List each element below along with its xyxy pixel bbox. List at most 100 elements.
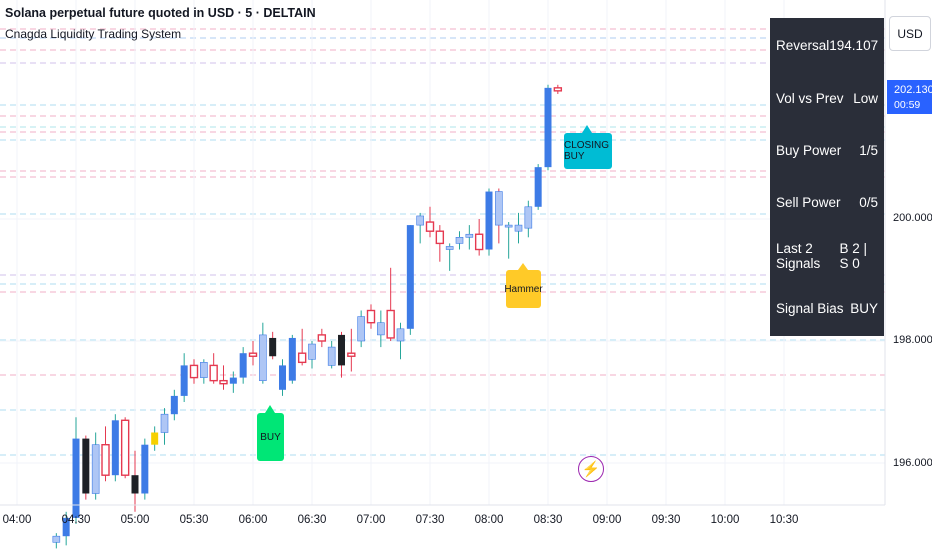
- time-tick-label: 06:00: [238, 514, 268, 526]
- candle: [229, 371, 237, 393]
- candle-body: [141, 444, 149, 494]
- candle: [445, 243, 454, 271]
- time-tick-label: 04:00: [2, 514, 32, 526]
- candle-body: [377, 322, 385, 336]
- candle-body: [425, 221, 435, 232]
- candle-body: [347, 352, 356, 357]
- candle: [495, 188, 503, 244]
- stats-row-reversal: Reversal 194.107: [776, 35, 878, 55]
- candle: [72, 417, 80, 524]
- candle-body: [308, 343, 316, 360]
- candle: [366, 304, 376, 329]
- candle: [435, 225, 445, 262]
- candle: [101, 426, 110, 482]
- lightning-bolt-icon[interactable]: ⚡: [578, 456, 604, 482]
- candle: [91, 432, 100, 500]
- candle: [111, 414, 119, 482]
- candle: [62, 511, 70, 546]
- candle: [377, 310, 385, 348]
- candle-body: [288, 337, 296, 381]
- time-tick-label: 04:30: [61, 514, 91, 526]
- candle: [160, 408, 169, 445]
- stats-value: 0/5: [859, 194, 878, 210]
- candle-body: [111, 420, 119, 476]
- time-tick-label: 10:00: [710, 514, 740, 526]
- candle: [141, 438, 149, 500]
- candle-body: [386, 309, 395, 339]
- candle-body: [514, 224, 523, 232]
- candle: [416, 212, 424, 244]
- candle-body: [504, 224, 513, 228]
- hammer-signal-callout: Hammer: [504, 263, 543, 308]
- time-tick-label: 10:30: [769, 514, 799, 526]
- candle-body: [170, 395, 178, 415]
- candle: [338, 331, 345, 378]
- candle-body: [219, 379, 228, 385]
- candle: [455, 231, 464, 250]
- stats-label: Buy Power: [776, 142, 842, 158]
- candle: [82, 435, 90, 500]
- candle-body: [338, 334, 345, 366]
- stats-value: 194.107: [829, 37, 879, 53]
- candle: [544, 84, 552, 171]
- closing-buy-callout: CLOSING BUY: [564, 125, 612, 169]
- time-tick-label: 09:00: [592, 514, 622, 526]
- candle-body: [485, 191, 493, 250]
- candle-body: [200, 362, 208, 378]
- candle: [170, 389, 178, 421]
- candle-body: [495, 191, 503, 226]
- candle-body: [180, 365, 188, 396]
- candle-body: [269, 337, 277, 357]
- candle-body: [151, 432, 159, 445]
- candle: [120, 417, 130, 479]
- candle: [279, 359, 286, 396]
- candle-body: [544, 87, 552, 168]
- candle-body: [72, 438, 80, 518]
- candle: [504, 222, 513, 259]
- candle: [308, 341, 316, 369]
- stats-value: BUY: [850, 300, 878, 316]
- candle-body: [120, 419, 130, 476]
- candle-body: [189, 364, 199, 379]
- candle: [248, 341, 258, 366]
- stats-row-sell-power: Sell Power 0/5: [776, 192, 878, 212]
- candle-body: [366, 309, 376, 324]
- candle-body: [209, 364, 218, 382]
- candle: [288, 334, 296, 384]
- candle: [209, 353, 218, 384]
- stats-row-volume: Vol vs Prev Low: [776, 88, 878, 108]
- candle-body: [445, 246, 454, 250]
- candle: [327, 341, 336, 369]
- candle: [465, 225, 474, 250]
- candle: [534, 164, 542, 210]
- candle: [553, 84, 563, 94]
- candle-body: [239, 353, 247, 378]
- stats-label: Vol vs Prev: [776, 90, 844, 106]
- candle-body: [357, 316, 365, 342]
- candle: [297, 328, 307, 366]
- candle: [406, 225, 414, 335]
- indicator-name[interactable]: Cnagda Liquidity Trading System: [5, 27, 182, 41]
- candle: [151, 426, 159, 451]
- candle-body: [396, 328, 405, 342]
- candle-body: [82, 438, 90, 494]
- candle: [347, 328, 356, 372]
- candle-body: [416, 215, 424, 226]
- stats-row-buy-power: Buy Power 1/5: [776, 140, 878, 160]
- time-tick-label: 08:30: [533, 514, 563, 526]
- candle-body: [406, 225, 414, 329]
- candle: [52, 533, 61, 549]
- candle-body: [131, 475, 139, 494]
- candle-body: [524, 206, 533, 229]
- candle-body: [248, 352, 258, 357]
- time-tick-label: 07:30: [415, 514, 445, 526]
- candle: [524, 200, 533, 238]
- stats-label: Signal Bias: [776, 300, 844, 316]
- currency-button[interactable]: USD: [889, 16, 931, 51]
- candle: [317, 328, 327, 348]
- candle-body: [474, 233, 484, 251]
